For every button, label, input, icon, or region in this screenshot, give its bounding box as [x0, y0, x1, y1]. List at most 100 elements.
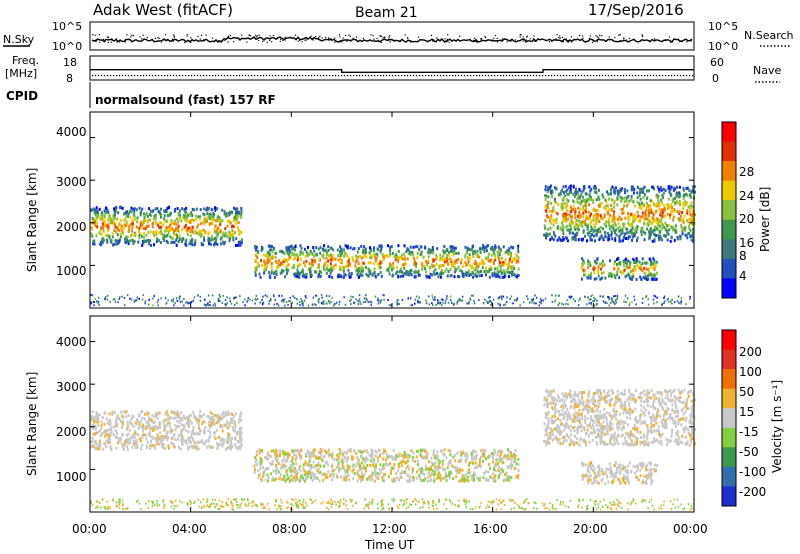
- field-cell: [509, 461, 512, 465]
- field-cell: [543, 224, 546, 228]
- field-cell: [389, 462, 392, 466]
- nave-point: [341, 75, 343, 77]
- nave-point: [305, 75, 307, 77]
- field-cell: [498, 449, 501, 453]
- field-cell: [588, 298, 591, 301]
- nave-point: [152, 75, 154, 77]
- field-cell: [563, 201, 566, 205]
- field-cell: [114, 435, 117, 439]
- field-cell: [168, 446, 170, 450]
- field-cell: [163, 239, 166, 243]
- field-cell: [147, 238, 149, 242]
- field-cell: [649, 204, 652, 207]
- field-cell: [633, 298, 636, 301]
- field-cell: [617, 257, 620, 261]
- field-cell: [659, 234, 662, 238]
- field-cell: [267, 476, 270, 480]
- field-cell: [156, 207, 159, 211]
- field-cell: [116, 414, 119, 418]
- nave-point: [371, 75, 373, 77]
- field-cell: [102, 219, 105, 223]
- field-cell: [181, 435, 184, 439]
- field-cell: [584, 219, 587, 223]
- field-cell: [395, 476, 398, 480]
- field-cell: [340, 261, 343, 265]
- field-cell: [636, 185, 639, 189]
- field-cell: [373, 246, 375, 250]
- field-cell: [576, 197, 579, 201]
- field-cell: [219, 300, 221, 302]
- field-cell: [287, 254, 290, 258]
- field-cell: [363, 297, 366, 300]
- field-cell: [381, 253, 384, 257]
- field-cell: [414, 298, 417, 301]
- field-cell: [666, 298, 669, 301]
- field-cell: [99, 229, 102, 233]
- field-cell: [651, 185, 654, 189]
- field-cell: [487, 259, 490, 262]
- field-cell: [174, 207, 177, 211]
- noise-search-point: [474, 37, 476, 39]
- field-cell: [597, 274, 600, 278]
- noise-search-point: [427, 41, 429, 43]
- field-cell: [418, 273, 421, 277]
- field-cell: [225, 212, 228, 216]
- field-cell: [138, 424, 141, 428]
- colorbar-swatch: [722, 141, 736, 162]
- field-cell: [610, 233, 613, 237]
- field-cell: [636, 200, 639, 204]
- field-cell: [460, 258, 463, 262]
- field-cell: [160, 440, 162, 444]
- field-cell: [566, 239, 569, 243]
- field-cell: [403, 257, 406, 261]
- field-cell: [502, 245, 505, 249]
- field-cell: [319, 246, 322, 249]
- field-cell: [128, 437, 130, 441]
- field-cell: [690, 207, 693, 211]
- field-cell: [561, 239, 564, 242]
- field-cell: [432, 478, 435, 481]
- field-cell: [455, 251, 458, 255]
- field-cell: [674, 230, 677, 234]
- noise-search-point: [529, 38, 531, 40]
- field-cell: [692, 227, 694, 231]
- field-cell: [600, 261, 603, 265]
- field-cell: [680, 302, 682, 305]
- noise-search-point: [534, 40, 536, 42]
- field-cell: [395, 253, 398, 257]
- field-cell: [154, 437, 157, 441]
- field-cell: [180, 437, 183, 441]
- noise-search-point: [494, 35, 496, 37]
- field-cell: [562, 214, 565, 218]
- field-cell: [126, 294, 129, 297]
- field-cell: [317, 451, 320, 455]
- field-cell: [450, 295, 452, 298]
- field-cell: [588, 214, 591, 218]
- field-cell: [508, 259, 511, 263]
- nave-point: [95, 75, 97, 77]
- field-cell: [529, 301, 531, 304]
- field-cell: [648, 270, 651, 274]
- frequency-panel: Freq. [MHz] 18 8 60 0 Nave: [5, 54, 781, 85]
- field-cell: [685, 193, 688, 197]
- field-cell: [470, 248, 473, 252]
- field-cell: [501, 263, 504, 267]
- field-cell: [270, 262, 273, 265]
- field-cell: [110, 240, 113, 244]
- field-cell: [311, 303, 314, 306]
- field-cell: [396, 301, 398, 304]
- field-cell: [681, 211, 684, 215]
- field-cell: [179, 209, 182, 213]
- field-cell: [92, 207, 95, 211]
- field-cell: [679, 235, 682, 239]
- field-cell: [260, 245, 263, 249]
- field-cell: [363, 253, 366, 257]
- field-cell: [206, 445, 209, 449]
- field-cell: [649, 199, 652, 203]
- field-cell: [403, 244, 406, 248]
- field-cell: [645, 267, 648, 271]
- field-cell: [472, 244, 475, 248]
- field-cell: [322, 301, 324, 304]
- field-cell: [296, 265, 299, 269]
- field-cell: [238, 229, 241, 233]
